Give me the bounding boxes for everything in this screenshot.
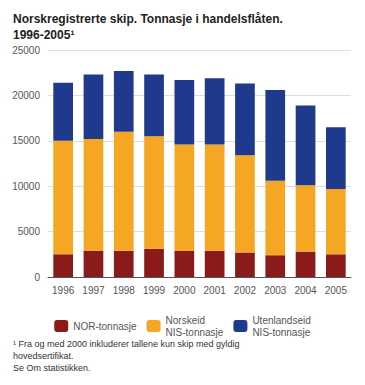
svg-text:0: 0	[34, 272, 40, 283]
svg-text:Utenlandseid: Utenlandseid	[252, 315, 310, 326]
svg-text:20000: 20000	[12, 90, 40, 101]
svg-text:hovedsertifikat.: hovedsertifikat.	[13, 351, 74, 361]
svg-text:15000: 15000	[12, 135, 40, 146]
svg-text:2005: 2005	[325, 285, 348, 296]
svg-text:1998: 1998	[113, 285, 136, 296]
svg-text:2001: 2001	[204, 285, 227, 296]
svg-text:Norskregistrerte skip. Tonnasj: Norskregistrerte skip. Tonnasje i handel…	[13, 12, 283, 26]
svg-text:25000: 25000	[12, 45, 40, 56]
svg-text:2000: 2000	[173, 285, 196, 296]
svg-text:10000: 10000	[12, 181, 40, 192]
svg-text:NOR-tonnasje: NOR-tonnasje	[73, 321, 137, 332]
svg-text:NIS-tonnasje: NIS-tonnasje	[166, 327, 224, 338]
svg-text:NIS-tonnasje: NIS-tonnasje	[252, 327, 310, 338]
svg-text:2004: 2004	[294, 285, 317, 296]
svg-text:Norskeid: Norskeid	[166, 315, 205, 326]
svg-text:1996-2005¹: 1996-2005¹	[13, 28, 74, 42]
svg-text:2003: 2003	[264, 285, 287, 296]
svg-text:¹ Fra og med 2000 inkluderer t: ¹ Fra og med 2000 inkluderer tallene kun…	[13, 339, 242, 349]
svg-text:Se Om statistikken.: Se Om statistikken.	[13, 363, 91, 373]
svg-text:5000: 5000	[18, 226, 41, 237]
svg-text:1996: 1996	[52, 285, 75, 296]
svg-text:2002: 2002	[234, 285, 257, 296]
svg-text:1999: 1999	[143, 285, 166, 296]
svg-text:1997: 1997	[82, 285, 105, 296]
